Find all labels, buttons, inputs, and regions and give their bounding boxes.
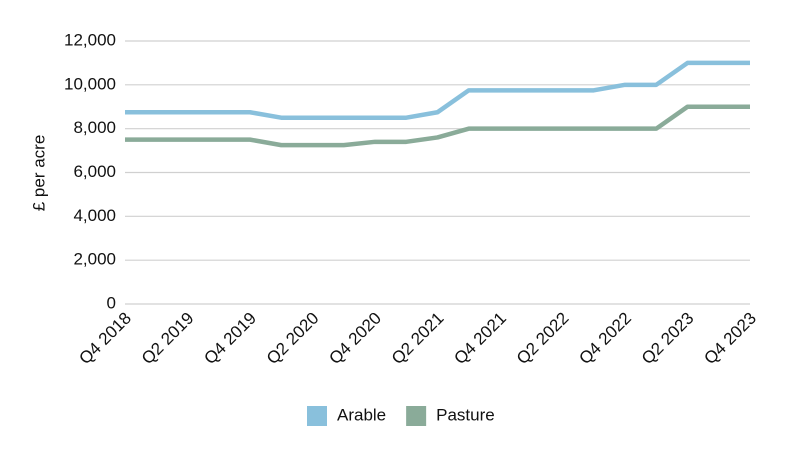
- y-tick-label: 6,000: [73, 162, 116, 181]
- y-tick-label: 4,000: [73, 206, 116, 225]
- y-tick-label: 8,000: [73, 118, 116, 137]
- x-tick-label: Q4 2019: [200, 309, 260, 369]
- y-axis-label: £ per acre: [29, 135, 48, 212]
- line-series: [125, 104, 750, 148]
- y-tick-label: 2,000: [73, 250, 116, 269]
- x-tick-label: Q2 2023: [638, 309, 698, 369]
- x-tick-label: Q4 2022: [575, 309, 635, 369]
- x-tick-label: Q2 2020: [263, 309, 323, 369]
- legend-label: Pasture: [436, 405, 495, 424]
- y-tick-label: 10,000: [64, 74, 116, 93]
- x-tick-label: Q4 2023: [700, 309, 760, 369]
- line-series: [125, 60, 750, 120]
- x-tick-label: Q2 2022: [513, 309, 573, 369]
- y-tick-label: 0: [107, 293, 116, 312]
- x-tick-label: Q4 2020: [325, 309, 385, 369]
- x-tick-label: Q4 2021: [450, 309, 510, 369]
- x-tick-label: Q4 2018: [75, 309, 135, 369]
- y-tick-label: 12,000: [64, 30, 116, 49]
- legend-label: Arable: [337, 405, 386, 424]
- x-tick-label: Q2 2021: [388, 309, 448, 369]
- x-tick-label: Q2 2019: [138, 309, 198, 369]
- legend-swatch: [406, 406, 427, 426]
- legend-swatch: [307, 406, 327, 426]
